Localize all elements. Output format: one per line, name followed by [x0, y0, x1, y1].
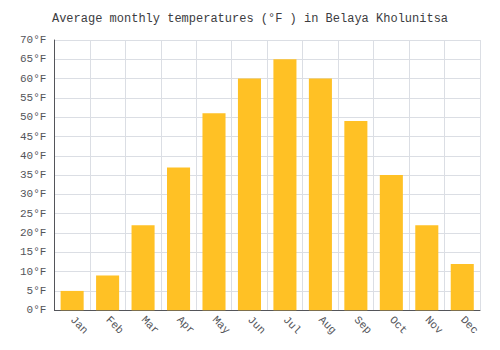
svg-text:Dec: Dec: [458, 314, 480, 336]
svg-text:40°F: 40°F: [20, 150, 46, 162]
svg-text:10°F: 10°F: [20, 266, 46, 278]
svg-text:15°F: 15°F: [20, 246, 46, 258]
svg-text:Aug: Aug: [316, 314, 338, 336]
svg-text:60°F: 60°F: [20, 73, 46, 85]
svg-text:Apr: Apr: [174, 314, 196, 336]
svg-text:35°F: 35°F: [20, 169, 46, 181]
svg-text:65°F: 65°F: [20, 53, 46, 65]
svg-text:Sep: Sep: [352, 314, 374, 336]
svg-text:50°F: 50°F: [20, 111, 46, 123]
svg-text:Oct: Oct: [387, 314, 409, 336]
svg-text:5°F: 5°F: [27, 285, 47, 297]
svg-text:55°F: 55°F: [20, 92, 46, 104]
svg-text:Jun: Jun: [245, 314, 267, 336]
svg-text:25°F: 25°F: [20, 208, 46, 220]
svg-text:Jul: Jul: [281, 314, 303, 336]
svg-text:May: May: [210, 314, 233, 337]
svg-text:Feb: Feb: [103, 314, 125, 336]
svg-text:Mar: Mar: [139, 314, 161, 336]
svg-text:0°F: 0°F: [27, 304, 47, 316]
svg-text:20°F: 20°F: [20, 227, 46, 239]
svg-text:70°F: 70°F: [20, 34, 46, 46]
svg-text:Nov: Nov: [423, 314, 446, 337]
svg-text:Average monthly temperatures (: Average monthly temperatures (°F ) in Be…: [52, 12, 448, 26]
svg-text:Jan: Jan: [68, 314, 90, 336]
svg-text:30°F: 30°F: [20, 188, 46, 200]
svg-text:45°F: 45°F: [20, 131, 46, 143]
